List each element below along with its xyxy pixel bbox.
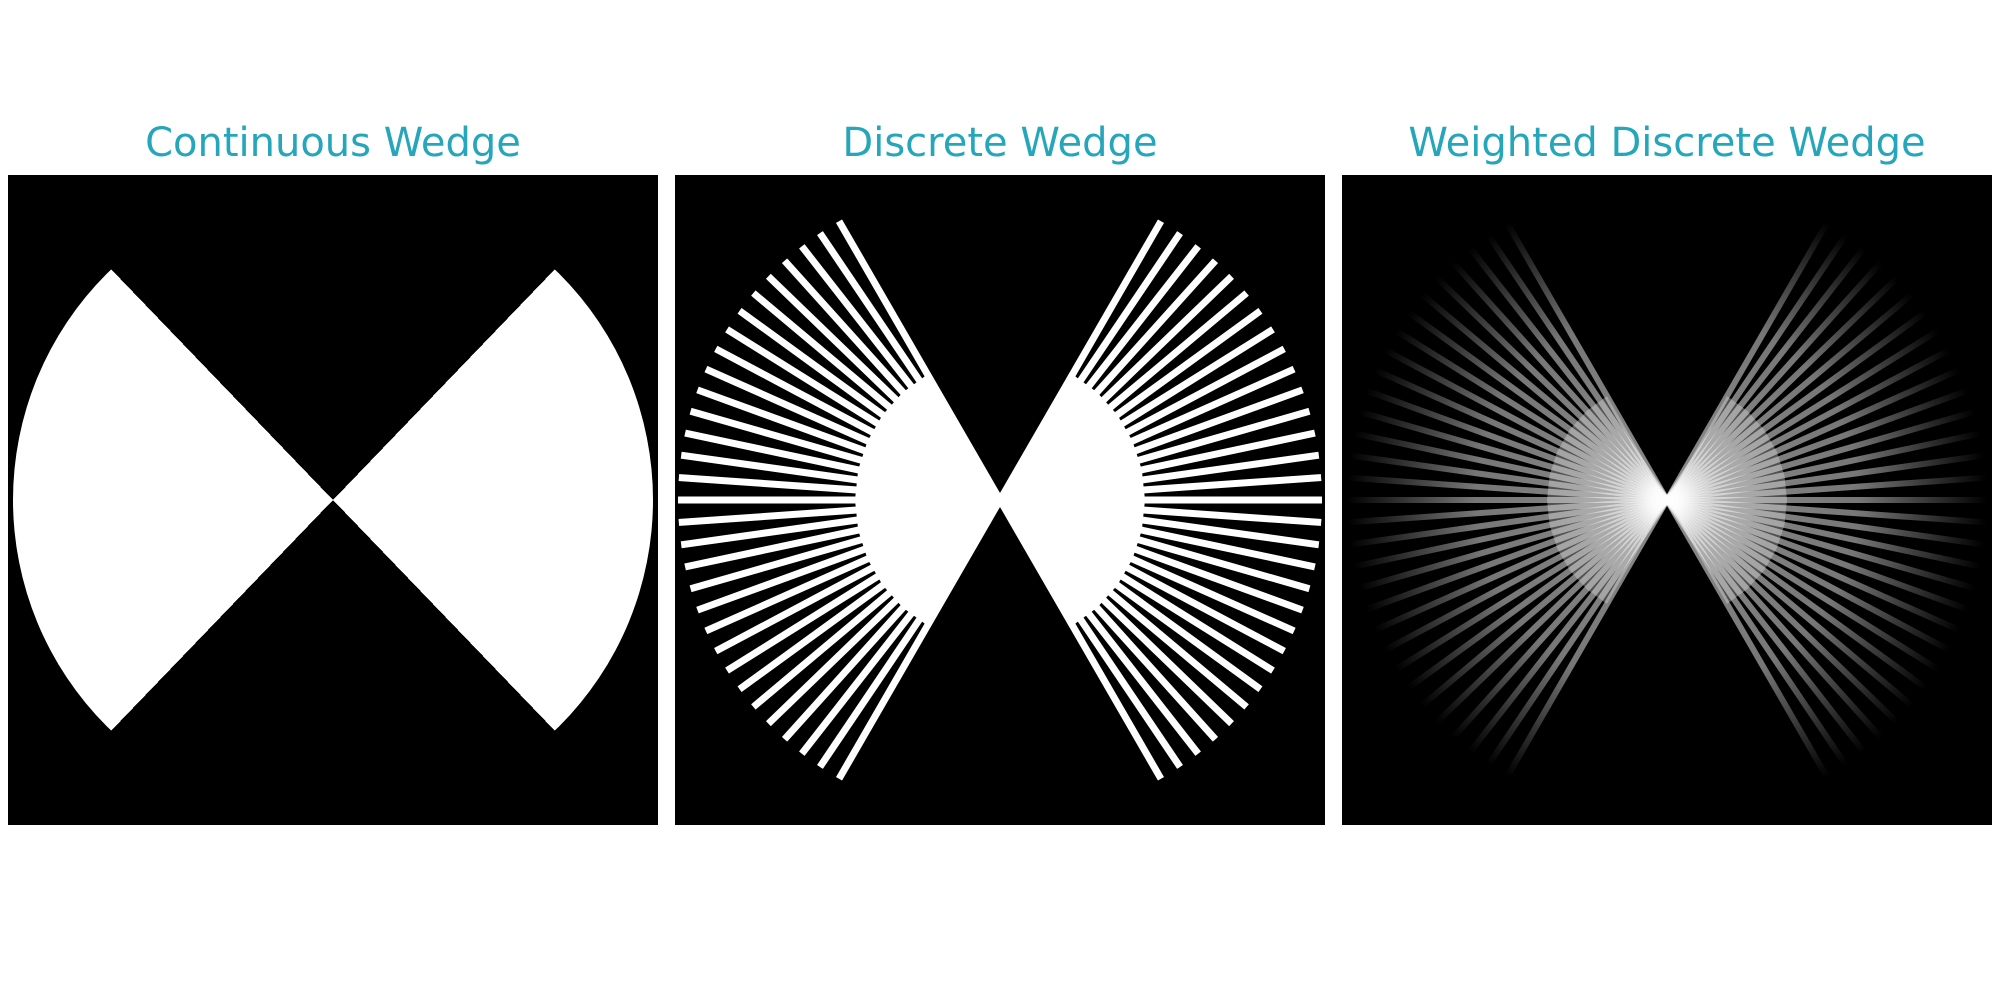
ray-line bbox=[1385, 497, 1669, 678]
ray-line bbox=[1479, 224, 1670, 502]
ray-line bbox=[1385, 322, 1669, 503]
ray-line bbox=[1412, 497, 1669, 715]
ray-line bbox=[1665, 497, 1949, 678]
ray-line bbox=[1427, 497, 1670, 732]
ray-line bbox=[1665, 497, 1979, 616]
ray-line bbox=[1664, 224, 1855, 502]
ray-line bbox=[1443, 497, 1670, 748]
ray-line bbox=[1461, 498, 1670, 762]
discrete-wedge-canvas bbox=[675, 175, 1325, 825]
ray-line bbox=[1355, 497, 1669, 616]
weighted-discrete-wedge-canvas bbox=[1342, 175, 1992, 825]
ray-line bbox=[1374, 342, 1669, 503]
ray-line bbox=[1666, 473, 1989, 503]
ray-line bbox=[1345, 473, 1668, 503]
ray-line bbox=[1345, 497, 1668, 549]
weighted-discrete-wedge-image bbox=[1342, 175, 1992, 825]
ray-line bbox=[1664, 497, 1891, 748]
ray-line bbox=[1345, 497, 1668, 572]
ray-line bbox=[1664, 212, 1835, 502]
wedge-left bbox=[13, 180, 333, 820]
ray-line bbox=[1345, 451, 1668, 503]
ray-line bbox=[1665, 342, 1960, 503]
ray-line bbox=[1461, 238, 1670, 502]
panel-title-continuous-wedge: Continuous Wedge bbox=[145, 120, 521, 166]
ray-line bbox=[1398, 303, 1669, 503]
ray-line bbox=[831, 212, 1004, 502]
continuous-wedge-image bbox=[8, 175, 658, 825]
ray-line bbox=[996, 498, 1169, 788]
ray-line bbox=[1664, 498, 1855, 776]
ray-line bbox=[1666, 497, 1989, 572]
ray-line bbox=[1666, 497, 1989, 527]
ray-line bbox=[1364, 497, 1669, 637]
ray-line bbox=[1348, 406, 1668, 503]
panel-title-discrete-wedge: Discrete Wedge bbox=[842, 120, 1158, 166]
ray-line bbox=[1345, 428, 1668, 503]
ray-line bbox=[1345, 497, 1668, 527]
ray-line bbox=[1398, 497, 1669, 697]
ray-line bbox=[1664, 238, 1873, 502]
ray-line bbox=[996, 212, 1169, 502]
ray-line bbox=[1479, 498, 1670, 776]
ray-line bbox=[1666, 497, 1986, 594]
discrete-wedge-image bbox=[675, 175, 1325, 825]
ray-line bbox=[1665, 384, 1979, 503]
ray-line bbox=[831, 498, 1004, 788]
ray-line bbox=[1499, 498, 1670, 788]
ray-line bbox=[1499, 212, 1670, 502]
ray-line bbox=[1665, 497, 1970, 637]
ray-line bbox=[1664, 497, 1907, 732]
ray-line bbox=[1664, 268, 1907, 503]
wedge-right bbox=[333, 180, 653, 820]
ray-line bbox=[1665, 363, 1970, 503]
ray-line bbox=[1374, 497, 1669, 658]
ray-line bbox=[1665, 497, 1960, 658]
ray-line bbox=[1664, 498, 1873, 762]
ray-line bbox=[1666, 497, 1989, 549]
continuous-wedge-canvas bbox=[8, 175, 658, 825]
ray-line bbox=[1665, 303, 1936, 503]
ray-line bbox=[1666, 451, 1989, 503]
ray-line bbox=[1364, 363, 1669, 503]
panel-title-weighted-discrete-wedge: Weighted Discrete Wedge bbox=[1408, 120, 1926, 166]
ray-line bbox=[1664, 252, 1891, 503]
ray-line bbox=[1665, 285, 1922, 503]
ray-line bbox=[1664, 498, 1835, 788]
ray-line bbox=[1666, 428, 1989, 503]
ray-line bbox=[1412, 285, 1669, 503]
ray-line bbox=[1443, 252, 1670, 503]
ray-line bbox=[1348, 497, 1668, 594]
ray-line bbox=[1665, 497, 1936, 697]
ray-line bbox=[1427, 268, 1670, 503]
ray-line bbox=[1665, 322, 1949, 503]
ray-line bbox=[1355, 384, 1669, 503]
ray-line bbox=[1666, 406, 1986, 503]
ray-line bbox=[1665, 497, 1922, 715]
